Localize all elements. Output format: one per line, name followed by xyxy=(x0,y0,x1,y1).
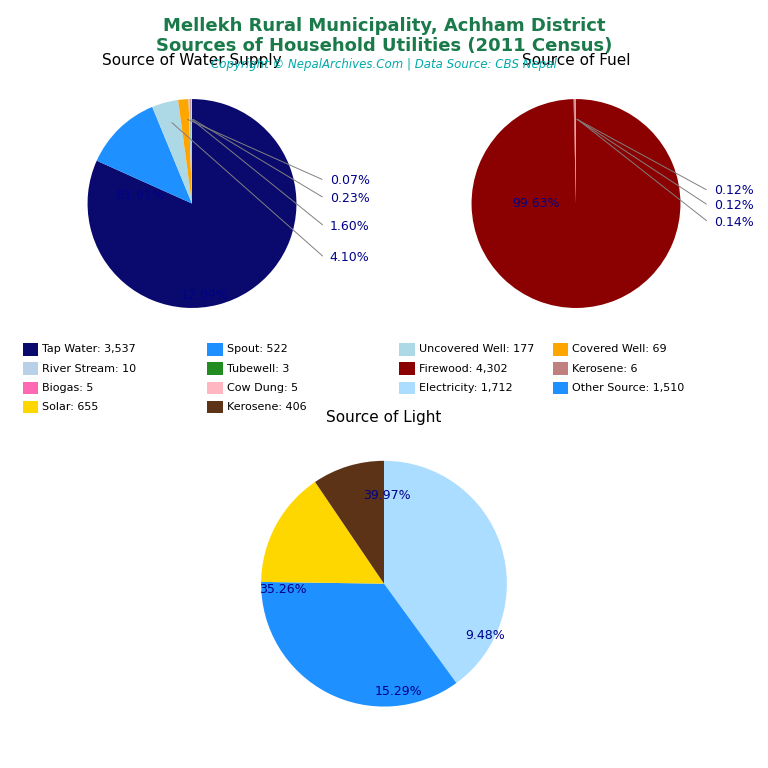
Wedge shape xyxy=(261,582,456,707)
Wedge shape xyxy=(88,99,296,308)
Text: Other Source: 1,510: Other Source: 1,510 xyxy=(572,382,684,393)
Wedge shape xyxy=(178,99,192,204)
Text: 0.12%: 0.12% xyxy=(714,199,753,212)
Title: Source of Light: Source of Light xyxy=(326,410,442,425)
Text: Kerosene: 406: Kerosene: 406 xyxy=(227,402,306,412)
Wedge shape xyxy=(261,482,384,584)
Title: Source of Fuel: Source of Fuel xyxy=(521,53,631,68)
Text: 15.29%: 15.29% xyxy=(375,685,422,698)
Text: Solar: 655: Solar: 655 xyxy=(42,402,98,412)
Wedge shape xyxy=(315,461,384,584)
Wedge shape xyxy=(190,99,192,204)
Text: Biogas: 5: Biogas: 5 xyxy=(42,382,94,393)
Text: Firewood: 4,302: Firewood: 4,302 xyxy=(419,363,507,374)
Wedge shape xyxy=(152,100,192,204)
Wedge shape xyxy=(574,99,576,204)
Text: 4.10%: 4.10% xyxy=(330,251,369,264)
Text: 99.63%: 99.63% xyxy=(512,197,560,210)
Wedge shape xyxy=(190,99,192,204)
Text: 35.26%: 35.26% xyxy=(260,584,307,596)
Text: River Stream: 10: River Stream: 10 xyxy=(42,363,137,374)
Text: 1.60%: 1.60% xyxy=(330,220,369,233)
Text: 0.12%: 0.12% xyxy=(714,184,753,197)
Text: Cow Dung: 5: Cow Dung: 5 xyxy=(227,382,298,393)
Text: 0.07%: 0.07% xyxy=(330,174,370,187)
Text: Spout: 522: Spout: 522 xyxy=(227,344,287,355)
Text: Covered Well: 69: Covered Well: 69 xyxy=(572,344,667,355)
Text: Electricity: 1,712: Electricity: 1,712 xyxy=(419,382,512,393)
Wedge shape xyxy=(188,99,192,204)
Wedge shape xyxy=(472,99,680,308)
Wedge shape xyxy=(384,461,507,683)
Text: 9.48%: 9.48% xyxy=(465,629,505,642)
Text: Copyright © NepalArchives.Com | Data Source: CBS Nepal: Copyright © NepalArchives.Com | Data Sou… xyxy=(211,58,557,71)
Text: Uncovered Well: 177: Uncovered Well: 177 xyxy=(419,344,534,355)
Wedge shape xyxy=(97,107,192,204)
Text: 39.97%: 39.97% xyxy=(362,488,410,502)
Text: Tubewell: 3: Tubewell: 3 xyxy=(227,363,289,374)
Title: Source of Water Supply: Source of Water Supply xyxy=(102,53,282,68)
Text: Tap Water: 3,537: Tap Water: 3,537 xyxy=(42,344,136,355)
Wedge shape xyxy=(575,99,576,204)
Text: Mellekh Rural Municipality, Achham District: Mellekh Rural Municipality, Achham Distr… xyxy=(163,17,605,35)
Text: Sources of Household Utilities (2011 Census): Sources of Household Utilities (2011 Cen… xyxy=(156,37,612,55)
Text: 0.23%: 0.23% xyxy=(330,192,369,205)
Text: 81.91%: 81.91% xyxy=(116,189,164,202)
Text: Kerosene: 6: Kerosene: 6 xyxy=(572,363,637,374)
Text: 12.09%: 12.09% xyxy=(180,289,228,302)
Wedge shape xyxy=(574,99,576,204)
Text: 0.14%: 0.14% xyxy=(714,216,753,229)
